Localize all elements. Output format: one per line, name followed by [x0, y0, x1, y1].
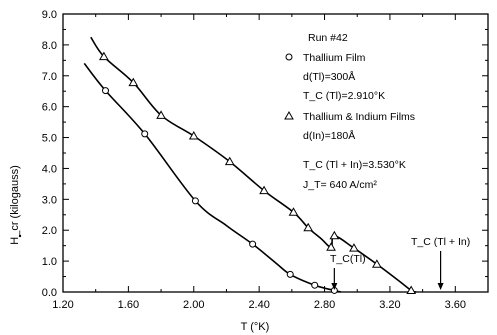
circle-point	[102, 87, 109, 95]
x-tick-label: 2.80	[314, 299, 335, 311]
y-axis-ticks: 0.0 1.0 2.0 3.0 4.0 5.0 6.0 7.0 8.0 9.0	[42, 9, 488, 299]
circle-point	[141, 130, 149, 138]
data-points	[99, 51, 417, 294]
triangle-point	[188, 131, 199, 140]
y-tick-label: 9.0	[42, 9, 57, 21]
triangle-point	[371, 259, 382, 268]
triangle-point	[156, 110, 166, 119]
y-tick-label: 4.0	[42, 163, 57, 175]
x-tick-label: 3.60	[445, 299, 466, 311]
legend: Run #42 Thallium Film d(Tl)=300Å T_C (Tl…	[284, 32, 415, 191]
triangle-point	[326, 242, 336, 251]
triangle-point	[329, 230, 340, 240]
x-tick-label: 1.20	[52, 299, 73, 311]
circle-point	[191, 197, 199, 205]
triangle-point	[259, 185, 269, 195]
circle-point	[286, 270, 294, 278]
x-tick-label: 2.00	[183, 299, 204, 311]
y-tick-label: 8.0	[42, 40, 57, 52]
tc-arrow-head	[437, 283, 444, 290]
triangle-point	[406, 285, 417, 294]
legend-circle-label: Thallium Film	[303, 52, 366, 64]
triangle-point	[288, 207, 299, 216]
x-axis-ticks: 1.20 1.60 2.00 2.40 2.80 3.20 3.60	[52, 14, 466, 311]
plot-frame	[62, 13, 489, 293]
y-tick-label: 6.0	[42, 102, 57, 114]
triangle-point	[349, 243, 359, 252]
legend-triangle-marker	[284, 110, 294, 120]
y-axis-label: H_cr (kilogauss)	[9, 165, 21, 244]
legend-circle-d: d(Tl)=300Å	[303, 70, 355, 83]
tc-arrow-head	[331, 283, 338, 290]
y-tick-label: 5.0	[42, 133, 57, 145]
triangle-point	[224, 156, 235, 166]
legend-triangle-tc: T_C (Tl + In)=3.530°K	[303, 159, 406, 171]
legend-run: Run #42	[308, 32, 348, 44]
legend-circle-tc: T_C (Tl)=2.910°K	[303, 90, 385, 102]
y-tick-label: 0.0	[42, 287, 57, 299]
tc-arrows	[331, 251, 444, 290]
y-axis-label-dot	[18, 234, 22, 238]
circle-point	[249, 240, 257, 248]
legend-triangle-label: Thallium & Indium Films	[303, 111, 415, 123]
x-tick-label: 2.40	[248, 299, 269, 311]
y-tick-label: 7.0	[42, 71, 57, 83]
x-tick-label: 1.60	[118, 299, 139, 311]
legend-triangle-d: d(In)=180Å	[303, 129, 355, 142]
y-tick-label: 1.0	[42, 256, 57, 268]
triangle-point	[303, 222, 314, 232]
triangle-point	[99, 51, 109, 61]
annotation-tc-tl-in: T_C (Tl + In)	[411, 236, 470, 248]
legend-jt: J_T= 640 A/cm²	[303, 179, 377, 191]
circle-point	[311, 281, 319, 289]
x-axis-label: T (°K)	[241, 321, 270, 333]
x-tick-label: 3.20	[379, 299, 400, 311]
y-tick-label: 3.0	[42, 194, 57, 206]
y-tick-label: 2.0	[42, 225, 57, 237]
legend-circle-marker	[285, 53, 293, 61]
annotation-tc-tl: T_C(Tl)	[330, 253, 366, 265]
triangle-point	[128, 77, 139, 87]
